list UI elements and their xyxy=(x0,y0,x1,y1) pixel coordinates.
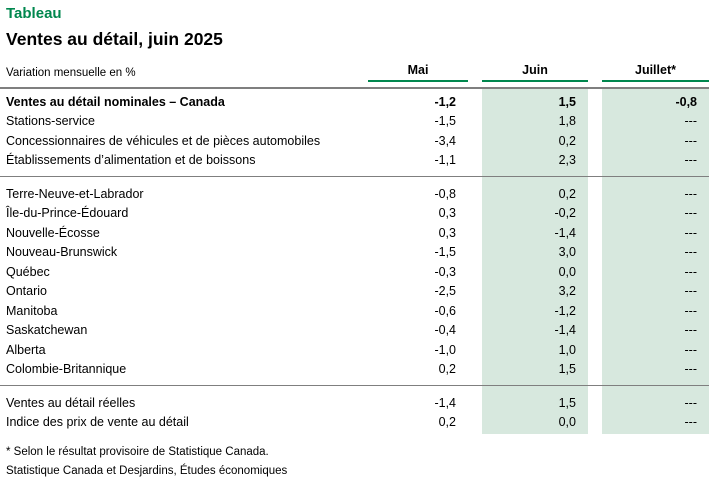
value-juin: 1,5 xyxy=(558,94,576,109)
table-row: Île-du-Prince-Édouard 0,3 -0,2 --- xyxy=(0,204,709,224)
row-label: Concessionnaires de véhicules et de pièc… xyxy=(6,133,321,148)
value-mai: -1,5 xyxy=(434,114,456,129)
value-juillet: --- xyxy=(684,284,698,299)
value-juillet: --- xyxy=(684,415,698,430)
section-divider xyxy=(0,385,709,386)
value-juin: 1,5 xyxy=(558,395,576,410)
value-juin: 0,2 xyxy=(558,186,576,201)
footnote-provisional: * Selon le résultat provisoire de Statis… xyxy=(6,446,269,458)
table-row: Concessionnaires de véhicules et de pièc… xyxy=(0,131,709,151)
row-label: Stations-service xyxy=(6,114,95,129)
value-juin: -1,2 xyxy=(554,303,576,318)
highlight-band-juin xyxy=(482,89,588,434)
row-label: Saskatchewan xyxy=(6,323,88,338)
value-juillet: --- xyxy=(684,114,698,129)
value-juillet: --- xyxy=(684,133,698,148)
table-row: Colombie-Britannique 0,2 1,5 --- xyxy=(0,360,709,380)
row-label: Ventes au détail réelles xyxy=(6,395,136,410)
value-mai: -2,5 xyxy=(434,284,456,299)
value-juin: 1,0 xyxy=(558,342,576,357)
value-mai: -1,4 xyxy=(434,395,456,410)
row-label: Indice des prix de vente au détail xyxy=(6,415,189,430)
value-juin: 0,0 xyxy=(558,415,576,430)
value-juin: 3,0 xyxy=(558,245,576,260)
value-juin: -1,4 xyxy=(554,225,576,240)
value-juin: 1,5 xyxy=(558,362,576,377)
highlight-band-juillet xyxy=(602,89,709,434)
table-row: Saskatchewan -0,4 -1,4 --- xyxy=(0,321,709,341)
column-header-mai: Mai xyxy=(368,63,468,82)
table-body: Ventes au détail nominales – Canada -1,2… xyxy=(0,89,709,434)
table-row: Ontario -2,5 3,2 --- xyxy=(0,282,709,302)
row-label: Établissements d’alimentation et de bois… xyxy=(6,153,256,168)
row-label: Ontario xyxy=(6,284,47,299)
value-juillet: --- xyxy=(684,395,698,410)
value-mai: -0,4 xyxy=(434,323,456,338)
value-juillet: --- xyxy=(684,186,698,201)
column-header-juillet: Juillet* xyxy=(602,63,709,82)
value-juillet: --- xyxy=(684,362,698,377)
row-label: Alberta xyxy=(6,342,46,357)
value-juillet: --- xyxy=(684,153,698,168)
value-mai: 0,3 xyxy=(438,225,456,240)
value-mai: -0,8 xyxy=(434,186,456,201)
table-figure: Tableau Ventes au détail, juin 2025 Vari… xyxy=(0,5,709,481)
row-label: Québec xyxy=(6,264,50,279)
row-label: Manitoba xyxy=(6,303,58,318)
value-juillet: --- xyxy=(684,303,698,318)
row-label: Colombie-Britannique xyxy=(6,362,127,377)
value-juillet: -0,8 xyxy=(675,94,697,109)
value-juillet: --- xyxy=(684,225,698,240)
row-label: Nouvelle-Écosse xyxy=(6,225,100,240)
value-juin: 3,2 xyxy=(558,284,576,299)
value-mai: -3,4 xyxy=(434,133,456,148)
footnotes: * Selon le résultat provisoire de Statis… xyxy=(6,443,709,481)
table-row: Ventes au détail réelles -1,4 1,5 --- xyxy=(0,393,709,413)
table-row: Québec -0,3 0,0 --- xyxy=(0,262,709,282)
value-juin: -1,4 xyxy=(554,323,576,338)
table-row: Stations-service -1,5 1,8 --- xyxy=(0,112,709,132)
value-mai: -1,5 xyxy=(434,245,456,260)
value-mai: -0,3 xyxy=(434,264,456,279)
value-juin: -0,2 xyxy=(554,206,576,221)
value-juillet: --- xyxy=(684,342,698,357)
row-label: Ventes au détail nominales – Canada xyxy=(6,94,225,109)
value-juillet: --- xyxy=(684,206,698,221)
value-juillet: --- xyxy=(684,245,698,260)
value-juin: 1,8 xyxy=(558,114,576,129)
figure-title: Ventes au détail, juin 2025 xyxy=(6,29,223,49)
table-row: Ventes au détail nominales – Canada -1,2… xyxy=(0,92,709,112)
value-mai: -1,2 xyxy=(434,94,456,109)
value-mai: 0,2 xyxy=(438,362,456,377)
unit-label: Variation mensuelle en % xyxy=(6,67,136,79)
table-row: Terre-Neuve-et-Labrador -0,8 0,2 --- xyxy=(0,184,709,204)
table-row: Alberta -1,0 1,0 --- xyxy=(0,340,709,360)
table-top-border xyxy=(0,87,709,89)
table-row: Manitoba -0,6 -1,2 --- xyxy=(0,301,709,321)
row-label: Terre-Neuve-et-Labrador xyxy=(6,186,144,201)
row-label: Nouveau-Brunswick xyxy=(6,245,118,260)
column-header-row: Variation mensuelle en % Mai Juin Juille… xyxy=(0,63,709,82)
value-juin: 0,0 xyxy=(558,264,576,279)
table-row: Établissements d’alimentation et de bois… xyxy=(0,151,709,171)
section-divider xyxy=(0,176,709,177)
value-juin: 2,3 xyxy=(558,153,576,168)
value-mai: -1,1 xyxy=(434,153,456,168)
value-mai: -1,0 xyxy=(434,342,456,357)
value-mai: 0,3 xyxy=(438,206,456,221)
table-row: Nouvelle-Écosse 0,3 -1,4 --- xyxy=(0,223,709,243)
value-mai: 0,2 xyxy=(438,415,456,430)
value-mai: -0,6 xyxy=(434,303,456,318)
figure-kicker: Tableau xyxy=(6,5,62,22)
table-row: Indice des prix de vente au détail 0,2 0… xyxy=(0,413,709,433)
footnote-source: Statistique Canada et Desjardins, Études… xyxy=(6,465,288,477)
column-header-juin: Juin xyxy=(482,63,588,82)
value-juin: 0,2 xyxy=(558,133,576,148)
value-juillet: --- xyxy=(684,323,698,338)
row-label: Île-du-Prince-Édouard xyxy=(6,206,129,221)
value-juillet: --- xyxy=(684,264,698,279)
table-row: Nouveau-Brunswick -1,5 3,0 --- xyxy=(0,243,709,263)
